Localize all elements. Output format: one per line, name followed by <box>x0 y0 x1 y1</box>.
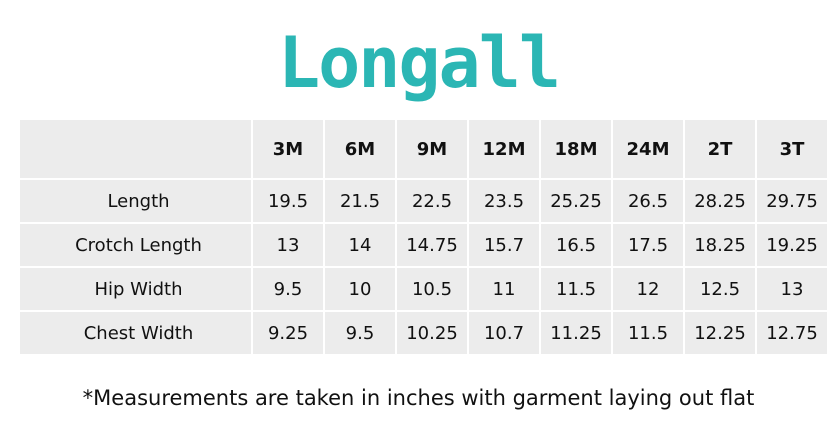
column-header: 6M <box>323 118 397 180</box>
cell: 25.25 <box>539 178 613 224</box>
cell: 17.5 <box>611 222 685 268</box>
cell: 23.5 <box>467 178 541 224</box>
cell: 9.25 <box>251 310 325 356</box>
cell: 13 <box>251 222 325 268</box>
column-header: 18M <box>539 118 613 180</box>
cell: 12.75 <box>755 310 829 356</box>
cell: 12 <box>611 266 685 312</box>
cell: 22.5 <box>395 178 469 224</box>
cell: 10.25 <box>395 310 469 356</box>
header-row: 3M 6M 9M 12M 18M 24M 2T 3T <box>18 118 829 180</box>
cell: 14 <box>323 222 397 268</box>
column-header: 2T <box>683 118 757 180</box>
table-row: Chest Width 9.25 9.5 10.25 10.7 11.25 11.5 12.2… <box>18 310 829 356</box>
row-label: Length <box>18 178 253 224</box>
cell: 11.25 <box>539 310 613 356</box>
cell: 9.5 <box>251 266 325 312</box>
cell: 16.5 <box>539 222 613 268</box>
column-header: 24M <box>611 118 685 180</box>
cell: 11.5 <box>539 266 613 312</box>
size-table: 3M 6M 9M 12M 18M 24M 2T 3T Length 19.5 21.5 22.5 23.… <box>18 118 829 356</box>
footnote: *Measurements are taken in inches with g… <box>82 386 755 410</box>
row-label: Hip Width <box>18 266 253 312</box>
cell: 21.5 <box>323 178 397 224</box>
column-header: 3T <box>755 118 829 180</box>
row-label: Crotch Length <box>18 222 253 268</box>
cell: 10.5 <box>395 266 469 312</box>
cell: 29.75 <box>755 178 829 224</box>
cell: 11.5 <box>611 310 685 356</box>
column-header <box>18 118 253 180</box>
cell: 19.5 <box>251 178 325 224</box>
column-header: 3M <box>251 118 325 180</box>
cell: 15.7 <box>467 222 541 268</box>
column-header: 9M <box>395 118 469 180</box>
title: Longall <box>277 22 561 104</box>
row-label: Chest Width <box>18 310 253 356</box>
table-row: Length 19.5 21.5 22.5 23.5 25.25 26.5 28.25 29.7… <box>18 178 829 224</box>
column-header: 12M <box>467 118 541 180</box>
cell: 11 <box>467 266 541 312</box>
cell: 14.75 <box>395 222 469 268</box>
cell: 28.25 <box>683 178 757 224</box>
table-row: Hip Width 9.5 10 10.5 11 11.5 12 12.5 13 <box>18 266 829 312</box>
table-row: Crotch Length 13 14 14.75 15.7 16.5 17.5 18.25 1… <box>18 222 829 268</box>
cell: 26.5 <box>611 178 685 224</box>
cell: 10.7 <box>467 310 541 356</box>
cell: 13 <box>755 266 829 312</box>
cell: 12.25 <box>683 310 757 356</box>
cell: 18.25 <box>683 222 757 268</box>
cell: 12.5 <box>683 266 757 312</box>
cell: 10 <box>323 266 397 312</box>
cell: 19.25 <box>755 222 829 268</box>
cell: 9.5 <box>323 310 397 356</box>
